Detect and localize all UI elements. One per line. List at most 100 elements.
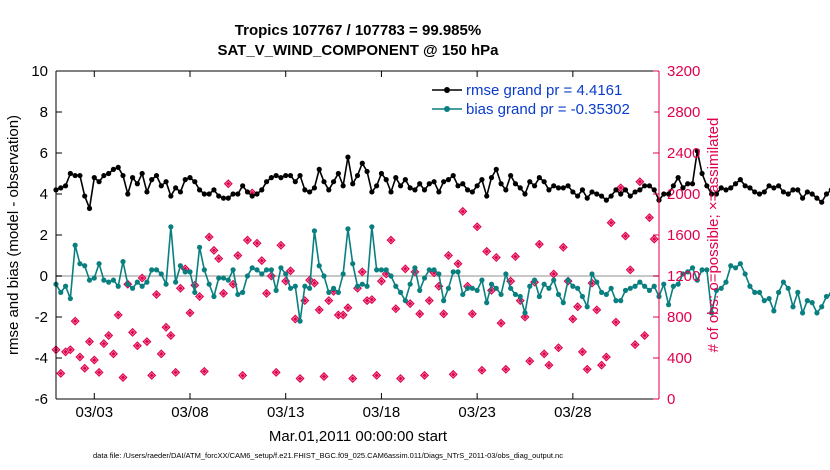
obs-assimilated-point xyxy=(258,257,265,264)
bias-point xyxy=(622,287,629,293)
rmse-point xyxy=(651,187,657,193)
obs-assimilated-point xyxy=(67,346,74,353)
bias-point xyxy=(560,300,566,306)
y-tick-label: 10 xyxy=(31,63,48,80)
obs-assimilated-point xyxy=(273,369,280,376)
bias-point xyxy=(417,287,423,293)
bias-point xyxy=(316,263,322,269)
obs-assimilated-point xyxy=(220,290,227,297)
y2-tick-label: 2000 xyxy=(667,186,700,203)
bias-point xyxy=(732,265,739,271)
rmse-point xyxy=(680,185,686,191)
bias-point xyxy=(436,271,442,277)
bias-point xyxy=(206,281,212,287)
obs-assimilated-point xyxy=(311,280,318,287)
left-y-axis-ticks: -6 -4 -2 0 2 4 6 8 10 xyxy=(31,63,62,408)
obs-assimilated-point xyxy=(627,266,634,273)
obs-assimilated-point xyxy=(297,375,303,382)
rmse-point xyxy=(273,172,279,179)
obs-assimilated-point xyxy=(263,290,270,297)
bias-point xyxy=(713,287,720,293)
rmse-point xyxy=(340,183,346,189)
bias-point xyxy=(517,293,523,300)
bias-point xyxy=(196,244,203,250)
rmse-point xyxy=(168,193,174,199)
y2-tick-label: 800 xyxy=(667,309,692,326)
bias-point xyxy=(378,267,385,273)
bias-point xyxy=(651,283,657,289)
rmse-point xyxy=(709,191,715,197)
bias-point xyxy=(173,279,179,285)
bias-point xyxy=(297,318,303,324)
rmse-point xyxy=(464,187,471,193)
rmse-point xyxy=(618,191,624,197)
bias-point xyxy=(579,293,586,300)
rmse-point xyxy=(450,172,456,179)
rmse-point xyxy=(517,185,523,191)
bias-point xyxy=(742,271,748,277)
legend: rmse grand pr = 4.4161 bias grand pr = -… xyxy=(428,81,654,123)
bias-point xyxy=(704,267,710,273)
obs-assimilated-point xyxy=(378,278,385,285)
legend-bias-label: bias grand pr = -0.35302 xyxy=(466,101,630,118)
obs-assimilated-point xyxy=(86,338,93,345)
bias-point xyxy=(464,285,471,291)
x-tick-label: 03/08 xyxy=(171,404,209,421)
bias-point xyxy=(737,261,743,267)
rmse-point xyxy=(589,189,595,195)
obs-assimilated-point xyxy=(234,252,241,259)
obs-assimilated-point xyxy=(316,306,323,313)
rmse-point xyxy=(441,179,447,185)
rmse-point xyxy=(455,183,461,189)
obs-assimilated-point xyxy=(636,178,643,185)
rmse-point xyxy=(579,187,586,193)
rmse-point xyxy=(388,189,394,195)
bias-point xyxy=(225,277,231,283)
bias-point xyxy=(77,261,83,267)
bias-point xyxy=(101,277,107,283)
rmse-point xyxy=(350,181,356,187)
bias-point xyxy=(598,289,605,295)
bias-point xyxy=(350,261,356,267)
rmse-point xyxy=(431,179,437,185)
rmse-point xyxy=(125,191,131,197)
rmse-point xyxy=(747,185,753,191)
obs-assimilated-point xyxy=(493,254,500,261)
rmse-point xyxy=(713,191,720,197)
rmse-point xyxy=(445,177,452,183)
bias-point xyxy=(752,289,758,295)
bias-point xyxy=(551,277,557,283)
rmse-point xyxy=(163,179,169,185)
obs-assimilated-point xyxy=(512,253,519,260)
rmse-point xyxy=(72,172,78,179)
rmse-point xyxy=(134,181,140,187)
bias-point xyxy=(455,269,461,275)
rmse-point xyxy=(235,191,241,197)
obs-assimilated-point xyxy=(81,365,88,372)
bias-point xyxy=(799,310,806,316)
rmse-point xyxy=(694,148,700,154)
bias-point xyxy=(646,287,653,293)
obs-assimilated-point xyxy=(392,305,399,312)
rmse-point xyxy=(177,189,184,195)
bias-point xyxy=(62,283,69,289)
obs-assimilated-point xyxy=(287,267,294,274)
rmse-point xyxy=(225,195,231,201)
bias-point xyxy=(72,242,78,248)
rmse-point xyxy=(737,177,743,183)
y2-tick-label: 400 xyxy=(667,350,692,367)
bias-point xyxy=(479,277,485,283)
bias-point xyxy=(364,283,370,289)
y-tick-label: 4 xyxy=(40,186,48,203)
rmse-point xyxy=(86,205,93,211)
obs-assimilated-point xyxy=(641,332,648,339)
rmse-point xyxy=(761,189,767,195)
bias-point xyxy=(685,269,691,275)
obs-assimilated-point xyxy=(555,344,562,351)
obs-assimilated-point xyxy=(536,241,543,248)
obs-assimilated-point xyxy=(292,316,299,322)
rmse-point xyxy=(259,187,265,193)
bias-point xyxy=(508,285,514,291)
obs-assimilated-point xyxy=(134,342,141,349)
bias-point xyxy=(503,271,509,277)
